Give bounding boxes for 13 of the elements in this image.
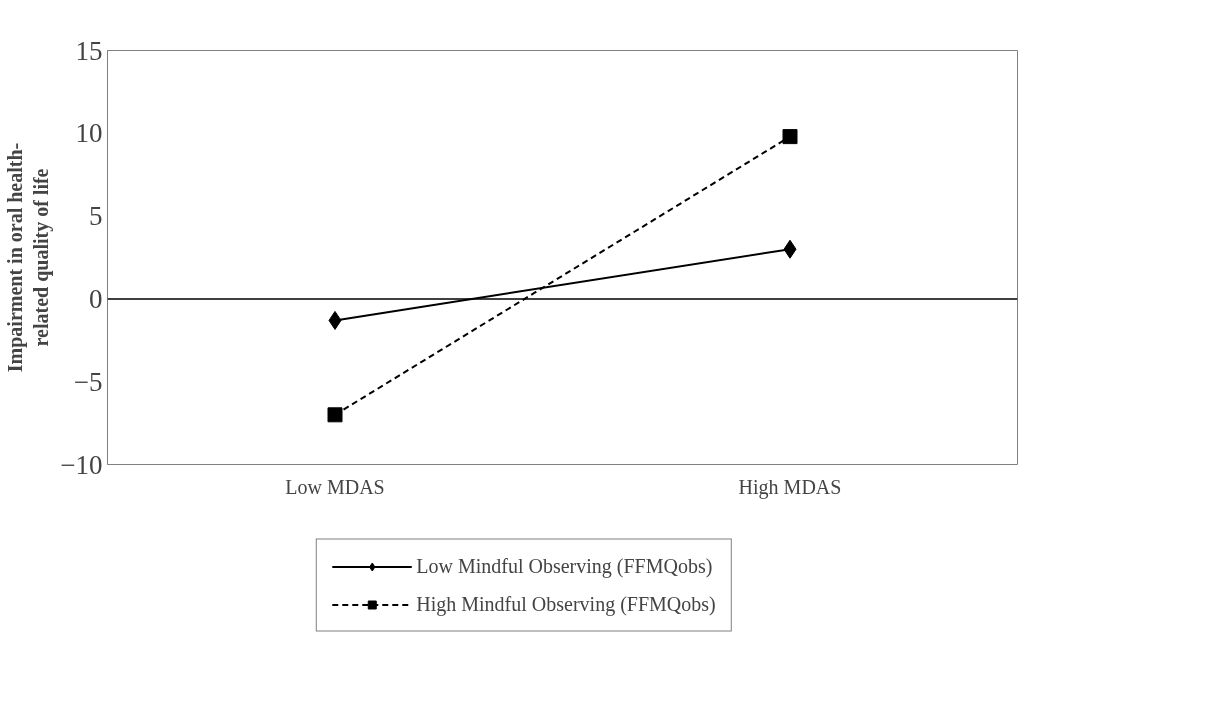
y-tick-label: 0 [89,283,103,314]
x-tick-label: High MDAS [738,475,842,499]
y-tick-label: 5 [89,201,103,232]
y-tick-label: −10 [60,449,103,480]
y-axis-title: Impairment in oral health-related quality of life [3,142,54,373]
legend-label: Low Mindful Observing (FFMQobs) [416,554,713,578]
y-tick-label: 15 [75,35,103,66]
legend-label: High Mindful Observing (FFMQobs) [416,592,716,616]
point [782,129,798,145]
x-tick-label: Low MDAS [285,475,385,498]
y-tick-label: −5 [73,366,103,397]
y-tick-label: 10 [75,118,103,149]
point [327,407,343,423]
